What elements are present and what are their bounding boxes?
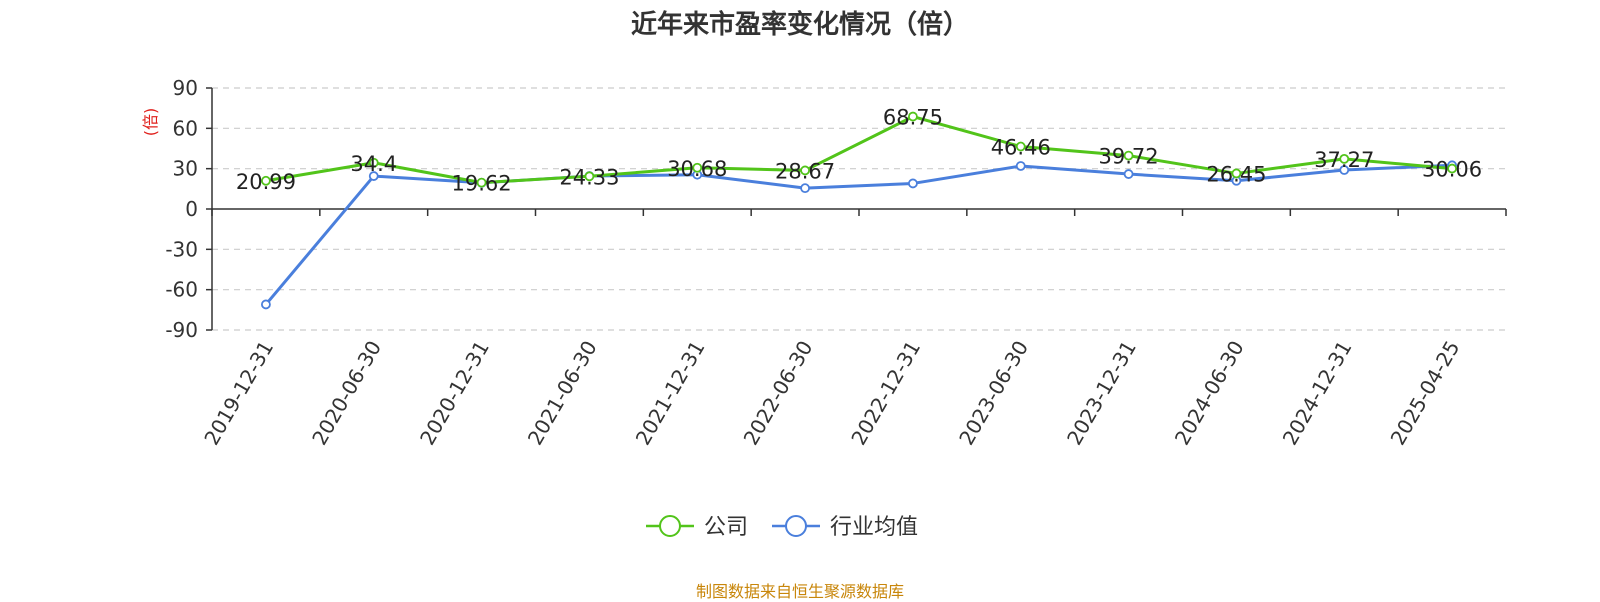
y-tick-label: -30 bbox=[165, 237, 198, 261]
data-point bbox=[584, 171, 595, 182]
legend[interactable]: 公司 行业均值 bbox=[646, 515, 918, 540]
y-tick-label: 0 bbox=[185, 197, 198, 221]
data-label: 28.67 bbox=[775, 159, 835, 183]
data-label: 20.99 bbox=[236, 170, 296, 194]
data-label: 24.33 bbox=[559, 165, 619, 189]
data-label: 37.27 bbox=[1314, 148, 1374, 172]
data-point bbox=[368, 157, 379, 168]
data-point bbox=[1015, 161, 1026, 171]
grid-lines bbox=[212, 87, 1506, 331]
data-label: 39.72 bbox=[1099, 145, 1159, 169]
x-tick-label: 2025-04-25 bbox=[1386, 337, 1465, 450]
y-tick-label: 60 bbox=[173, 116, 198, 140]
series-lines bbox=[261, 111, 1457, 310]
x-tick-label: 2024-06-30 bbox=[1170, 337, 1249, 450]
y-axis-title: (倍) bbox=[141, 108, 160, 137]
data-point bbox=[261, 299, 271, 310]
data-label: 30.06 bbox=[1422, 158, 1482, 182]
x-tick-label: 2022-06-30 bbox=[739, 337, 818, 450]
data-point bbox=[1447, 163, 1457, 174]
data-point bbox=[1339, 153, 1350, 164]
y-tick-label: -90 bbox=[165, 318, 198, 342]
data-point bbox=[1123, 169, 1134, 179]
data-point bbox=[1339, 165, 1350, 175]
data-point bbox=[692, 162, 703, 173]
series-line bbox=[265, 115, 1453, 185]
data-label: 68.75 bbox=[883, 106, 943, 130]
data-label: 26.45 bbox=[1206, 162, 1266, 186]
legend-label: 行业均值 bbox=[830, 515, 918, 540]
y-tick-label: 30 bbox=[173, 157, 198, 181]
x-tick-label: 2023-12-31 bbox=[1062, 337, 1141, 450]
data-label: 46.46 bbox=[991, 136, 1051, 160]
data-point bbox=[800, 183, 810, 194]
x-tick-label: 2021-12-31 bbox=[631, 337, 710, 450]
data-point bbox=[1231, 168, 1242, 179]
legend-item[interactable]: 行业均值 bbox=[772, 515, 918, 540]
x-tick-label: 2022-12-31 bbox=[846, 337, 925, 450]
data-point bbox=[1123, 150, 1134, 161]
data-label: 19.62 bbox=[452, 172, 512, 196]
x-tick-label: 2021-06-30 bbox=[523, 337, 602, 450]
legend-marker bbox=[785, 515, 807, 537]
x-tick-label: 2020-06-30 bbox=[307, 337, 386, 450]
y-tick-label: -60 bbox=[165, 278, 198, 302]
x-tick-label: 2019-12-31 bbox=[199, 337, 278, 450]
data-point bbox=[476, 177, 487, 188]
x-tick-label: 2024-12-31 bbox=[1278, 337, 1357, 450]
data-label: 30.68 bbox=[667, 157, 727, 181]
data-point bbox=[261, 175, 271, 186]
x-tick-label: 2023-06-30 bbox=[954, 337, 1033, 450]
data-label: 34.4 bbox=[350, 152, 397, 176]
y-tick-label: 90 bbox=[173, 76, 198, 100]
x-tick-label: 2020-12-31 bbox=[415, 337, 494, 450]
chart-title: 近年来市盈率变化情况（倍） bbox=[630, 10, 969, 40]
legend-label: 公司 bbox=[704, 515, 748, 540]
data-labels: 20.99 34.4 19.62 24.33 30.68 28.67 68.75 46.46 3… bbox=[236, 106, 1482, 196]
data-point bbox=[800, 165, 810, 176]
data-point bbox=[368, 171, 379, 181]
data-point bbox=[1015, 141, 1026, 152]
legend-item[interactable]: 公司 bbox=[646, 515, 748, 540]
source-note: 制图数据来自恒生聚源数据库 bbox=[695, 582, 904, 601]
data-point bbox=[908, 111, 918, 122]
data-point bbox=[908, 178, 918, 189]
series-line bbox=[264, 163, 1453, 306]
legend-marker bbox=[659, 515, 681, 537]
